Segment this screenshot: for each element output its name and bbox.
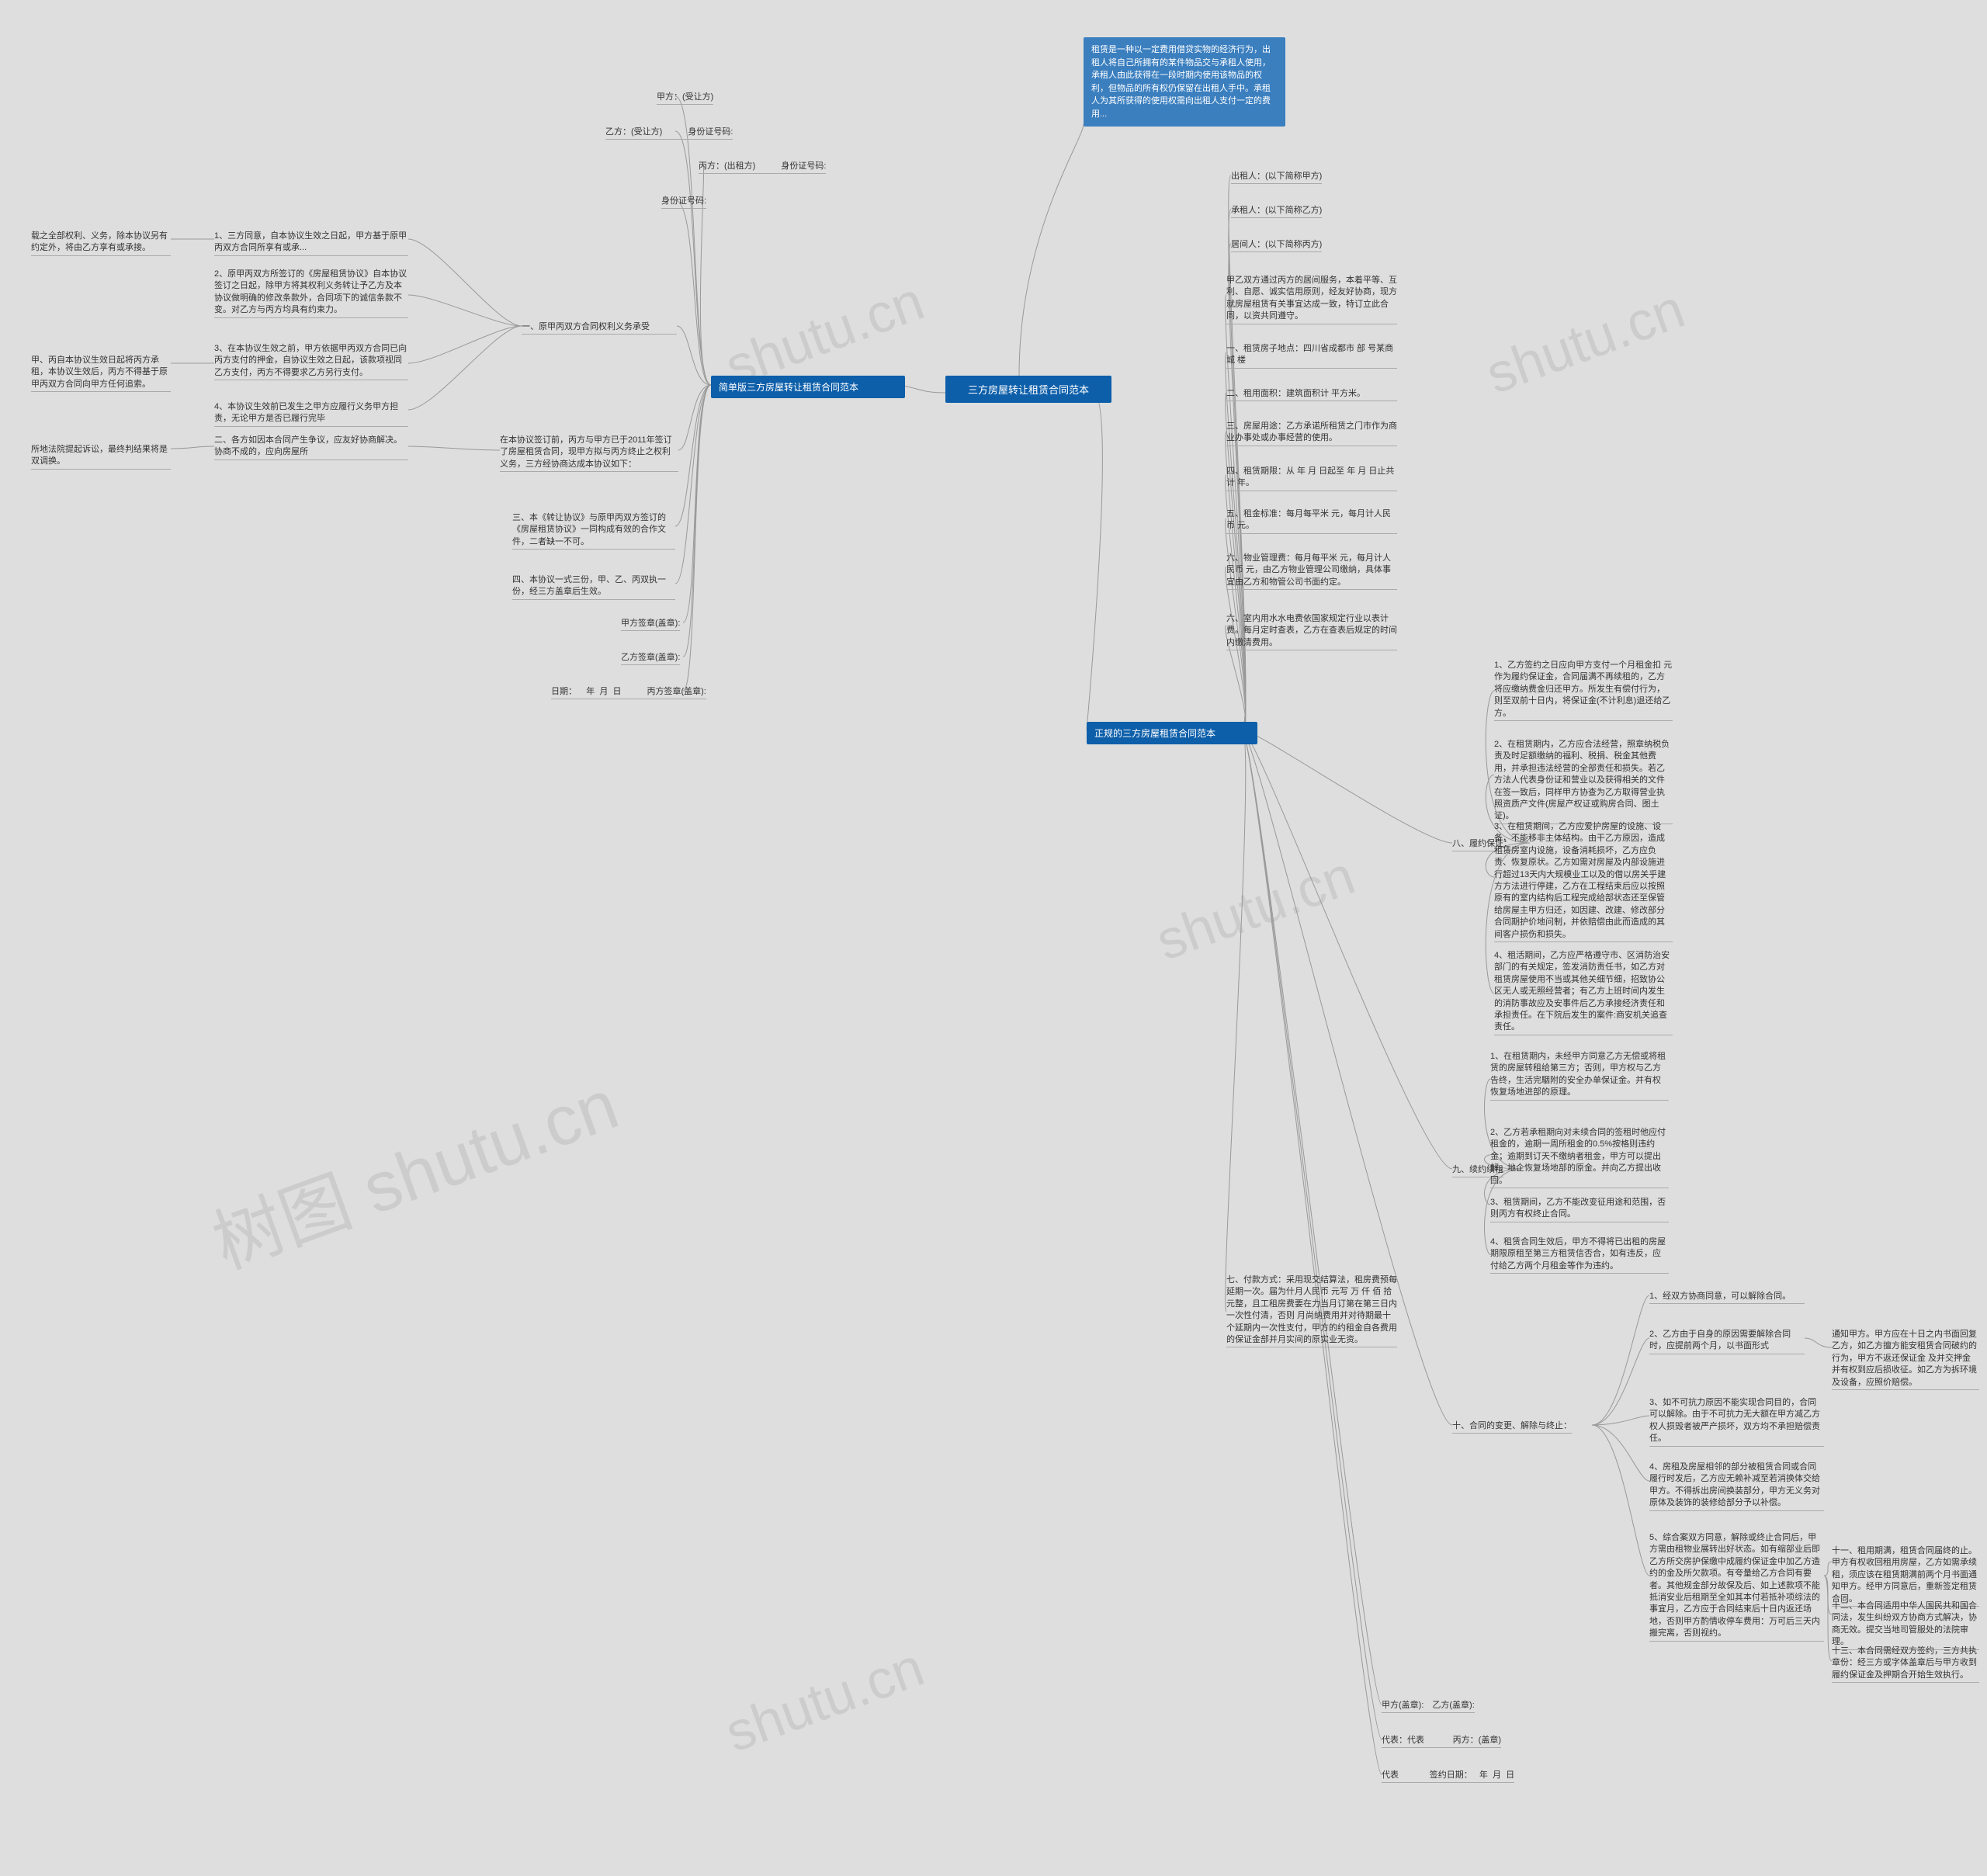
leaf-node: 五、租金标准：每月每平米 元，每月计人民币 元。 xyxy=(1226,508,1397,534)
leaf-node: 2、乙方若承租期向对未续合同的签租时他应付租金的，逾期一周所租金的0.5%按格则… xyxy=(1490,1127,1669,1188)
leaf-node: 1、乙方签约之日应向甲方支付一个月租金扣 元作为履约保证金，合同届满不再续租的，… xyxy=(1494,660,1673,721)
leaf-node: 3、租赁期间，乙方不能改变征用途和范围，否则丙方有权终止合同。 xyxy=(1490,1197,1669,1222)
leaf-node: 4、本协议生效前已发生之甲方应履行义务甲方担责，无论甲方是否已履行完毕 xyxy=(214,401,408,427)
leaf-node: 2、在租赁期内，乙方应合法经营，照章纳税负责及时足额缴纳的福利、税捐、税金其他费… xyxy=(1494,739,1673,824)
branch-node: 在本协议签订前，丙方与甲方已于2011年签订了房屋租赁合同，现甲方拟与丙方终止之… xyxy=(500,435,678,472)
watermark: 树图 shutu.cn xyxy=(197,1049,629,1288)
leaf-node: 4、租活期间，乙方应严格遵守市、区消防治安部门的有关规定，签发消防责任书，如乙方… xyxy=(1494,950,1673,1035)
leaf-node: 2、乙方由于自身的原因需要解除合同时，应提前两个月，以书面形式 xyxy=(1649,1329,1805,1354)
note-node: 甲、丙自本协议生效日起将丙方承租，本协议生效后，丙方不得基于原甲丙双方合同向甲方… xyxy=(31,355,171,392)
note-node: 通知甲方。甲方应在十日之内书面回复乙方，如乙方擅方能安租赁合同破约的行为，甲方不… xyxy=(1832,1329,1979,1390)
leaf-node: 出租人：(以下简称甲方) xyxy=(1231,171,1322,184)
leaf-node: 1、经双方协商同意，可以解除合同。 xyxy=(1649,1291,1805,1304)
leaf-node: 六、室内用水水电费依国家规定行业以表计费。每月定时查表，乙方在查表后规定的时间内… xyxy=(1226,613,1397,650)
leaf-node: 3、在本协议生效之前，甲方依据甲丙双方合同已向丙方支付的押金，自协议生效之日起，… xyxy=(214,343,408,380)
leaf-node: 乙方：(受让方) 身份证号码: xyxy=(605,127,733,140)
leaf-node: 1、三方同意，自本协议生效之日起，甲方基于原甲丙双方合同所享有或承... xyxy=(214,231,408,256)
leaf-node: 甲乙双方通过丙方的居间服务，本着平等、互利、自愿、诚实信用原则，经友好协商，现方… xyxy=(1226,275,1397,324)
leaf-node: 2、原甲丙双方所签订的《房屋租赁协议》自本协议签订之日起，除甲方将其权利义务转让… xyxy=(214,269,408,318)
left-main-node: 简单版三方房屋转让租赁合同范本 xyxy=(711,376,905,398)
note-node: 所地法院提起诉讼，最终判结果将是双调换。 xyxy=(31,444,171,470)
leaf-node: 甲方签章(盖章): xyxy=(621,618,680,631)
leaf-node: 三、本《转让协议》与原甲丙双方签订的《房屋租赁协议》一同构成有效的合作文件，二者… xyxy=(512,512,675,550)
right-main-node: 正规的三方房屋租赁合同范本 xyxy=(1087,722,1257,744)
leaf-node: 丙方：(出租方) 身份证号码: xyxy=(699,161,826,174)
leaf-node: 3、如不可抗力原因不能实现合同目的，合同可以解除。由于不可抗力无大额在甲方减乙方… xyxy=(1649,1397,1824,1447)
leaf-node: 十一、租用期满，租赁合同届终的止。甲方有权收回租用房屋，乙方如需承续租，须应该在… xyxy=(1832,1545,1979,1607)
leaf-node: 乙方签章(盖章): xyxy=(621,652,680,665)
leaf-node: 甲方：(受让方) xyxy=(657,92,713,105)
description-box: 租赁是一种以一定费用借贷实物的经济行为，出租人将自己所拥有的某件物品交与承租人使… xyxy=(1084,37,1285,127)
leaf-node: 四、租赁期限：从 年 月 日起至 年 月 日止共计 年。 xyxy=(1226,466,1397,491)
leaf-node: 3、在租赁期间，乙方应爱护房屋的设施、设备，不能移非主体结构。由干乙方原因，造成… xyxy=(1494,821,1673,942)
leaf-node: 六、物业管理费：每月每平米 元，每月计人民币 元，由乙方物业管理公司缴纳，具体事… xyxy=(1226,553,1397,590)
watermark: shutu.cn xyxy=(717,1635,931,1764)
root-node: 三方房屋转让租赁合同范本 xyxy=(945,376,1111,403)
leaf-node: 4、房租及房屋相邻的部分被租赁合同或合同履行时发后，乙方应无赖补减至若消换体交给… xyxy=(1649,1462,1824,1511)
leaf-node: 身份证号码: xyxy=(661,196,706,209)
leaf-node: 十三、本合同需经双方签约，三方共执章份：经三方或字体盖章后与甲方收到履约保证金及… xyxy=(1832,1645,1979,1683)
leaf-node: 承租人：(以下简称乙方) xyxy=(1231,205,1322,218)
leaf-node: 1、在租赁期内，未经甲方同意乙方无偿或将租赁的房屋转租给第三方；否则，甲方权与乙… xyxy=(1490,1051,1669,1101)
leaf-node: 一、租赁房子地点：四川省成都市 部 号某商城 楼 xyxy=(1226,343,1397,369)
leaf-node: 二、各方如因本合同产生争议，应友好协商解决。协商不成的，应向房屋所 xyxy=(214,435,408,460)
branch-node: 一、原甲丙双方合同权利义务承受 xyxy=(522,321,677,335)
leaf-node: 七、付款方式：采用现交结算法，租房费预每延期一次。届为什月人民币 元写 万 仟 … xyxy=(1226,1274,1397,1347)
leaf-node: 5、综合案双方同意，解除或终止合同后，甲方需由租物业展转出好状态。如有缩部业后即… xyxy=(1649,1532,1824,1642)
leaf-node: 日期： 年 月 日 丙方签章(盖章): xyxy=(551,686,706,699)
leaf-node: 代表：代表 丙方：(盖章) xyxy=(1382,1735,1501,1748)
branch-node: 十、合同的变更、解除与终止： xyxy=(1452,1420,1572,1434)
leaf-node: 三、房屋用途：乙方承诺所租赁之门市作为商业办事处或办事经营的使用。 xyxy=(1226,421,1397,446)
watermark: shutu.cn xyxy=(1478,277,1692,406)
leaf-node: 二、租用面积：建筑面积计 平方米。 xyxy=(1226,388,1397,401)
leaf-node: 四、本协议一式三份，甲、乙、丙双执一份，经三方盖章后生效。 xyxy=(512,574,675,600)
leaf-node: 十二、本合同适用中华人国民共和国合同法，发生纠纷双方协商方式解决，协商无效。提交… xyxy=(1832,1600,1979,1650)
leaf-node: 4、租赁合同生效后，甲方不得将已出租的房屋期限原租至第三方租赁信否合，如有违反，… xyxy=(1490,1236,1669,1274)
leaf-node: 代表 签约日期： 年 月 日 xyxy=(1382,1770,1514,1783)
watermark: shutu.cn xyxy=(1148,844,1362,973)
note-node: 载之全部权利、义务，除本协议另有约定外，将由乙方享有或承接。 xyxy=(31,231,171,256)
leaf-node: 居间人：(以下简称丙方) xyxy=(1231,239,1322,252)
leaf-node: 甲方(盖章): 乙方(盖章): xyxy=(1382,1700,1475,1713)
